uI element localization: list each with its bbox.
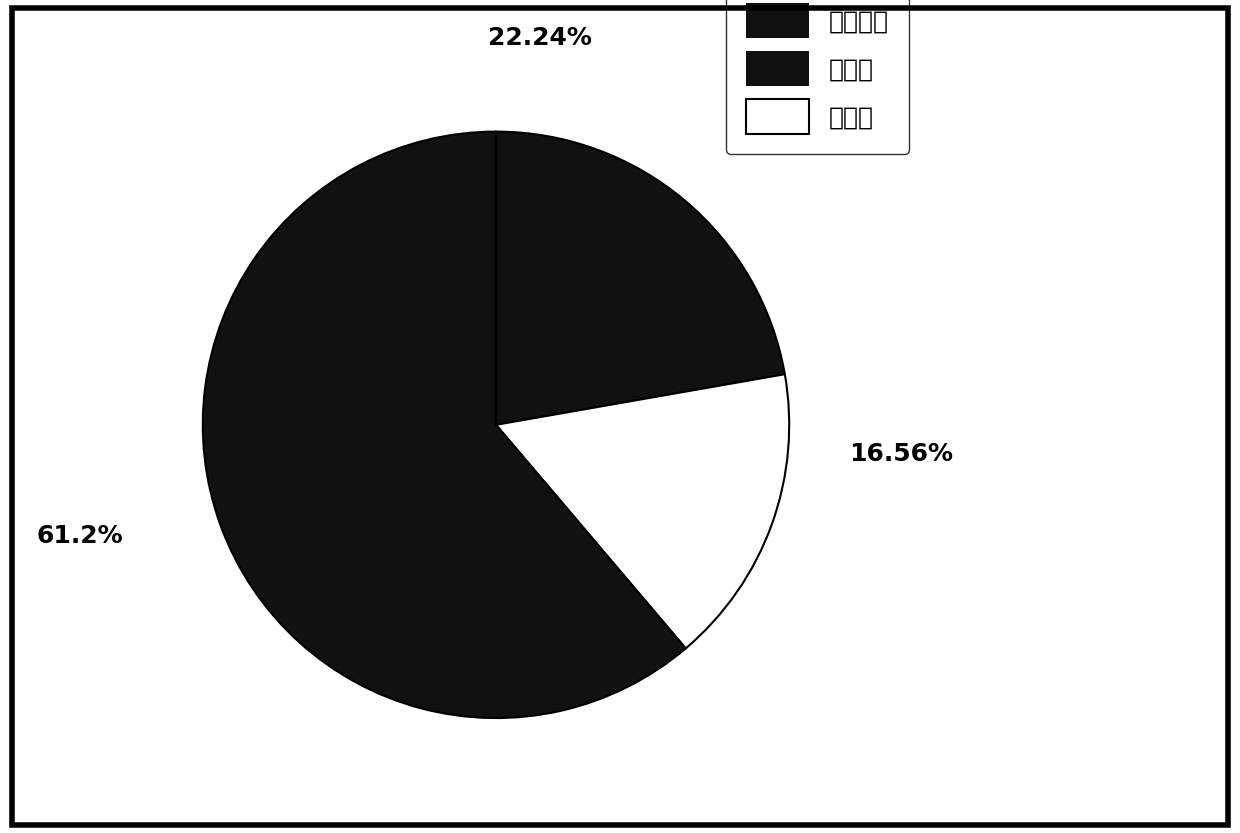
Wedge shape bbox=[203, 132, 686, 718]
Legend: 细胞溶质, 细胞器, 细胞壁: 细胞溶质, 细胞器, 细胞壁 bbox=[727, 0, 909, 154]
Wedge shape bbox=[496, 132, 785, 425]
Text: 16.56%: 16.56% bbox=[848, 442, 952, 466]
Text: 22.24%: 22.24% bbox=[489, 26, 591, 50]
Text: 61.2%: 61.2% bbox=[36, 524, 123, 548]
Wedge shape bbox=[496, 374, 789, 648]
